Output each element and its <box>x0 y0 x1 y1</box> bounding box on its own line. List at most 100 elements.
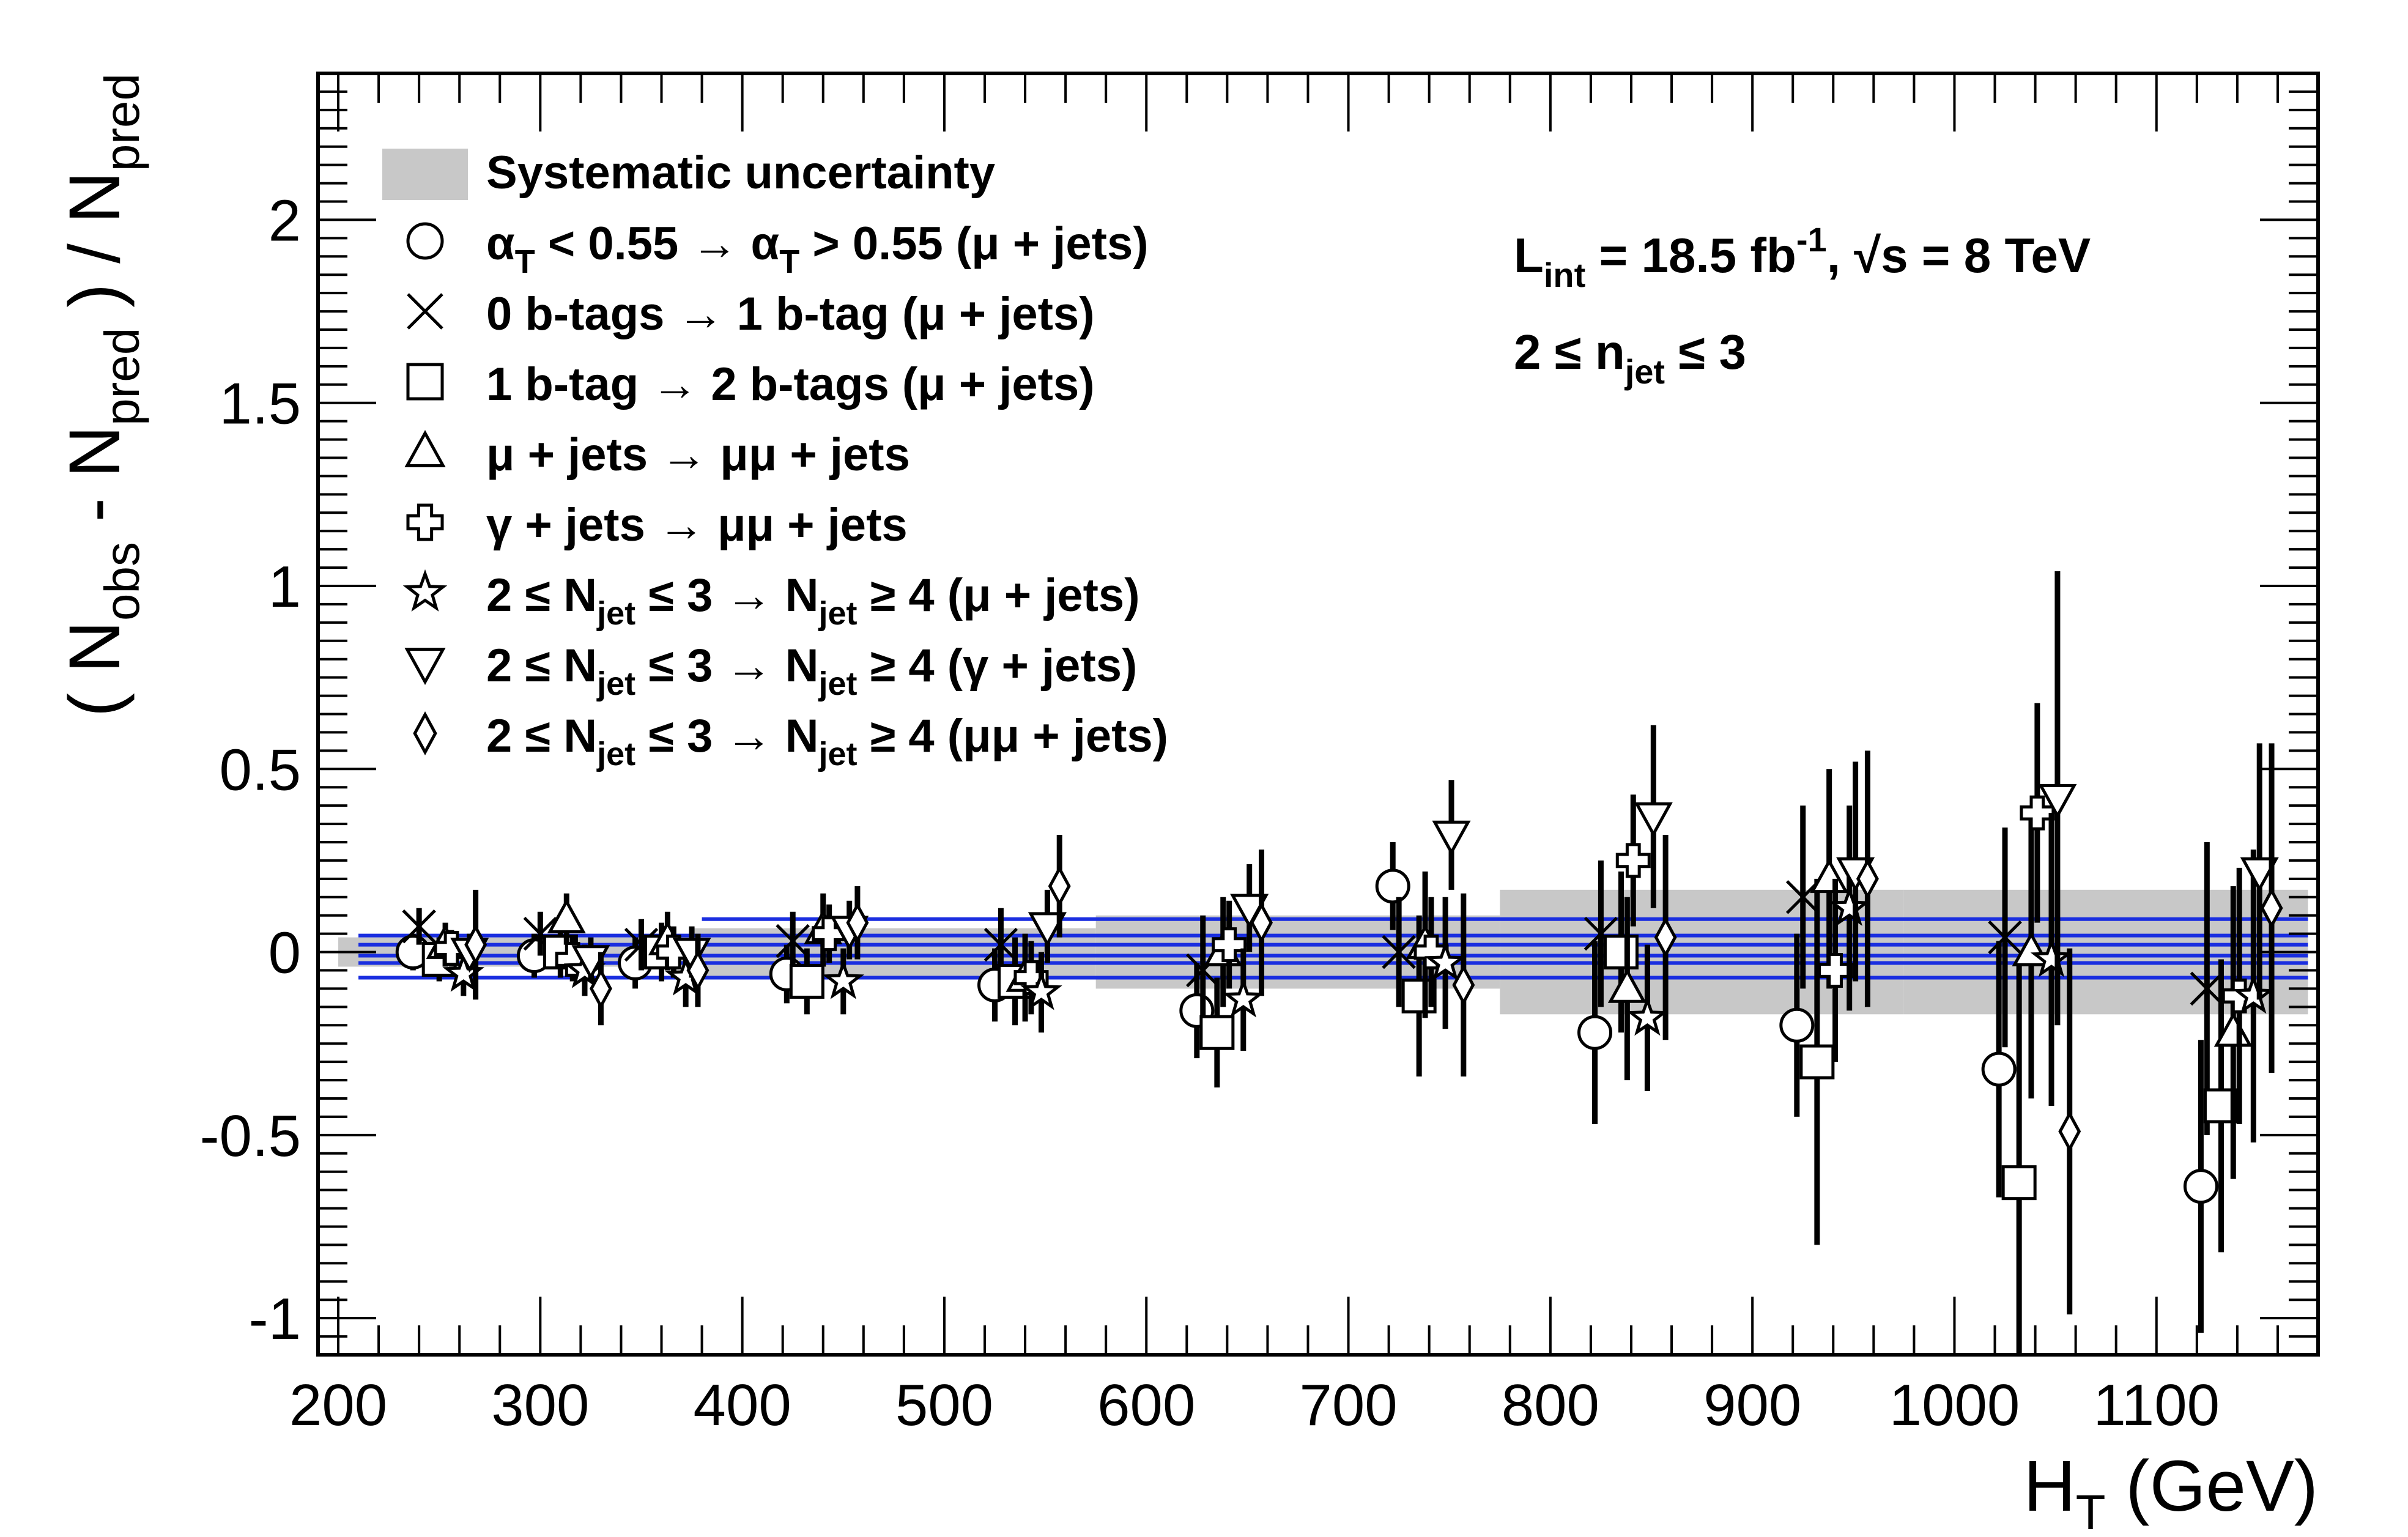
x-axis-title: HT (GeV) <box>2023 1446 2318 1537</box>
y-tick-label-0: -1 <box>249 1286 301 1352</box>
legend-item-0: αT < 0.55 → αT > 0.55 (μ + jets) <box>486 218 1149 280</box>
legend-marker-shape-0 <box>406 222 444 260</box>
point-s5-p7 <box>1626 996 1669 1036</box>
legend-marker-x <box>407 293 443 330</box>
point-s6-p9 <box>2038 783 2077 819</box>
point-s5-p3 <box>822 959 865 999</box>
legend-marker-circle <box>406 222 444 260</box>
point-s7-p3 <box>846 902 869 944</box>
point-s4-p7 <box>1615 843 1651 878</box>
legend-item-4: γ + jets → μμ + jets <box>486 499 908 551</box>
point-s1-p4 <box>984 927 1018 962</box>
point-s5-p10 <box>2232 974 2275 1014</box>
point-s7-p10 <box>2260 887 2283 929</box>
x-tick-label-400: 400 <box>694 1372 791 1438</box>
series-4-cross <box>434 703 2257 1124</box>
data-points <box>395 571 2283 1355</box>
legend-item-1: 0 b-tags → 1 b-tag (μ + jets) <box>486 288 1095 340</box>
point-s6-p4 <box>1028 912 1067 947</box>
point-s2-p3 <box>789 963 824 999</box>
y-axis-title: ( Nobs - Npred ) / Npred <box>54 73 149 717</box>
point-s7-p1 <box>589 968 612 1010</box>
point-s5-p9 <box>2030 937 2073 977</box>
axis-labels: 200 300 400 500 600 700 800 900 1000 1100 -1 -0.5 0 0… <box>54 73 2318 1537</box>
axes <box>316 72 2320 1357</box>
legend-item-6: 2 ≤ Njet ≤ 3 → Njet ≥ 4 (γ + jets) <box>486 640 1137 702</box>
legend-item-3: μ + jets → μμ + jets <box>486 429 910 481</box>
point-s7-p9 <box>2058 1111 2081 1152</box>
point-s3-p7 <box>1607 968 1647 1003</box>
x-tick-label-1000: 1000 <box>1889 1372 2020 1438</box>
point-s1-p9-b <box>1988 920 2022 955</box>
point-s7-p5 <box>1250 902 1273 944</box>
point-s7-p4 <box>1048 865 1071 907</box>
y-tick-label-3: 0.5 <box>220 737 301 802</box>
point-s1-p10 <box>2190 971 2225 1006</box>
point-s0-p8 <box>1779 1007 1815 1043</box>
legend-band-swatch <box>382 149 468 200</box>
point-s5-p6 <box>1424 941 1467 981</box>
x-tick-label-700: 700 <box>1299 1372 1397 1438</box>
legend-marker-shape-1-b <box>407 293 443 330</box>
point-s1-p6-b <box>1382 935 1416 969</box>
point-s1-p0 <box>402 909 436 944</box>
point-s4-p5 <box>1212 927 1247 963</box>
legend-marker-shape-5 <box>402 569 448 612</box>
njet-annotation: 2 ≤ njet ≤ 3 <box>1514 325 1746 391</box>
point-s7-p6 <box>1452 964 1475 1006</box>
point-s1-p1-b <box>523 916 558 951</box>
legend-marker-diamond <box>413 711 437 756</box>
point-s1-p9 <box>1988 920 2022 955</box>
x-tick-label-800: 800 <box>1502 1372 1599 1438</box>
point-s5-p5 <box>1222 977 1265 1018</box>
legend-marker-shape-4 <box>406 503 444 541</box>
point-s0-p9 <box>1981 1051 2017 1087</box>
series-7-diamond <box>464 743 2283 1315</box>
legend: Systematic uncertainty αT < 0.55 → αT > 0… <box>382 147 1168 772</box>
point-s7-p7 <box>1654 916 1677 958</box>
x-tick-label-1100: 1100 <box>2094 1372 2220 1438</box>
point-s5-p4 <box>1020 970 1062 1010</box>
point-s7-p2 <box>686 949 709 991</box>
legend-marker-shape-6 <box>404 648 446 685</box>
point-s2-p7 <box>1603 935 1639 970</box>
legend-marker-shape-7 <box>413 711 437 756</box>
info-annotations: Lint = 18.5 fb-1, √s = 8 TeV 2 ≤ njet ≤ 3 <box>1514 220 2091 391</box>
y-tick-label-6: 2 <box>269 188 301 253</box>
point-s1-p3-b <box>776 924 810 958</box>
x-tick-label-200: 200 <box>289 1372 387 1438</box>
point-s1-p0-b <box>402 909 436 944</box>
point-s6-p7 <box>1634 802 1673 837</box>
legend-marker-triangle <box>404 430 446 467</box>
point-s1-p10-b <box>2190 971 2225 1006</box>
y-tick-label-2: 0 <box>269 920 301 986</box>
y-tick-label-5: 1.5 <box>220 371 301 437</box>
point-s6-p6 <box>1432 820 1471 856</box>
legend-marker-cross <box>406 503 444 541</box>
point-s1-p4-b <box>984 927 1018 962</box>
point-s0-p10 <box>2183 1169 2218 1204</box>
point-s7-p8 <box>1856 858 1879 900</box>
point-s1-p7-b <box>1584 916 1618 951</box>
y-tick-label-4: 1 <box>269 554 301 620</box>
legend-item-7: 2 ≤ Njet ≤ 3 → Njet ≥ 4 (μμ + jets) <box>486 710 1168 772</box>
point-s0-p7 <box>1577 1015 1613 1050</box>
legend-item-2: 1 b-tag → 2 b-tags (μ + jets) <box>486 358 1095 410</box>
legend-band-label: Systematic uncertainty <box>486 147 995 199</box>
lumi-annotation: Lint = 18.5 fb-1, √s = 8 TeV <box>1514 220 2091 294</box>
point-s7-p0 <box>464 924 487 966</box>
point-s2-p5 <box>1199 1015 1235 1050</box>
legend-marker-shape-2 <box>406 363 444 401</box>
legend-marker-shape-1 <box>407 293 443 330</box>
x-tick-label-900: 900 <box>1703 1372 1801 1438</box>
legend-item-5: 2 ≤ Njet ≤ 3 → Njet ≥ 4 (μ + jets) <box>486 569 1140 632</box>
point-s2-p8 <box>1799 1044 1835 1080</box>
point-s4-p9 <box>2020 795 2055 831</box>
y-tick-label-1: -0.5 <box>200 1103 301 1169</box>
point-s1-p3 <box>776 924 810 958</box>
point-s1-p2-b <box>624 927 659 962</box>
x-tick-label-500: 500 <box>895 1372 993 1438</box>
legend-marker-shape-3 <box>404 430 446 467</box>
